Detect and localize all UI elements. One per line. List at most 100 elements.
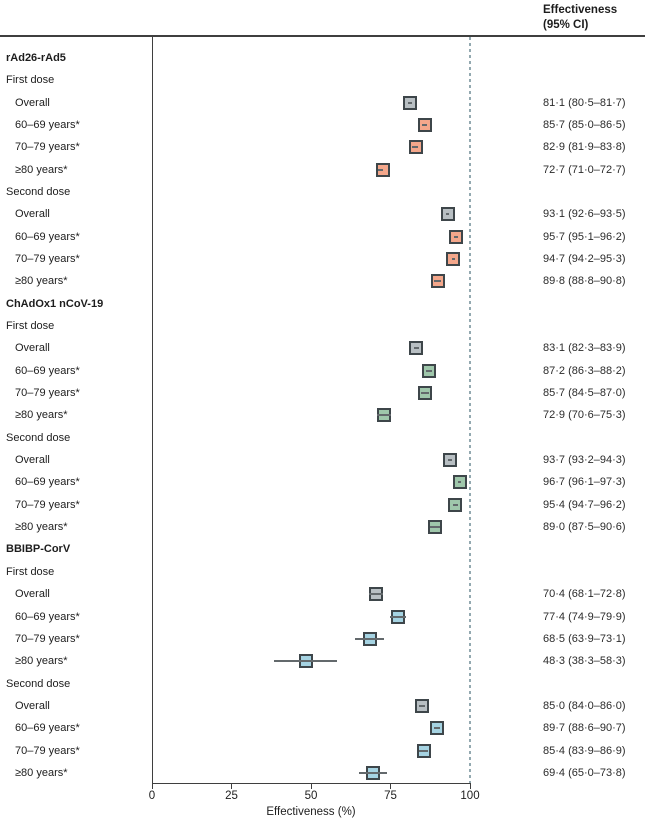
age-group-label: 70–79 years* <box>15 498 80 511</box>
age-group-label: 60–69 years* <box>15 476 80 489</box>
age-group-label: Overall <box>15 342 50 355</box>
effectiveness-ci-value: 69·4 (65·0–73·8) <box>543 766 626 779</box>
x-axis-label: Effectiveness (%) <box>266 806 356 818</box>
effectiveness-ci-value: 93·7 (93·2–94·3) <box>543 454 626 467</box>
confidence-interval-line <box>273 660 338 663</box>
age-group-label: 70–79 years* <box>15 253 80 266</box>
age-group-label: 70–79 years* <box>15 141 80 154</box>
effectiveness-ci-value: 81·1 (80·5–81·7) <box>543 96 626 109</box>
age-group-label: Overall <box>15 454 50 467</box>
effectiveness-ci-value: 87·2 (86·3–88·2) <box>543 364 626 377</box>
confidence-interval-line <box>412 146 419 149</box>
vaccine-group-label: ChAdOx1 nCoV-19 <box>6 297 104 310</box>
effectiveness-ci-value: 68·5 (63·9–73·1) <box>543 632 626 645</box>
vaccine-group-label: BBIBP-CorV <box>6 543 71 556</box>
effectiveness-ci-value: 85·7 (84·5–87·0) <box>543 387 626 400</box>
confidence-interval-line <box>451 258 456 261</box>
confidence-interval-line <box>413 347 419 350</box>
confidence-interval-line <box>376 414 392 417</box>
confidence-interval-line <box>358 771 387 774</box>
effectiveness-ci-value: 72·7 (71·0–72·7) <box>543 163 626 176</box>
x-axis-tick-mark <box>390 783 391 789</box>
x-axis-tick-label: 75 <box>384 790 397 802</box>
effectiveness-ci-value: 95·7 (95·1–96·2) <box>543 230 626 243</box>
age-group-label: 70–79 years* <box>15 632 80 645</box>
age-group-label: 70–79 years* <box>15 387 80 400</box>
top-rule <box>0 35 645 37</box>
confidence-interval-line <box>433 727 441 730</box>
age-group-label: ≥80 years* <box>15 521 68 534</box>
age-group-label: Overall <box>15 699 50 712</box>
dose-label: Second dose <box>6 186 71 199</box>
age-group-label: Overall <box>15 96 50 109</box>
x-axis-tick-mark <box>469 783 471 789</box>
effectiveness-ci-value: 85·0 (84·0–86·0) <box>543 699 626 712</box>
confidence-interval-line <box>407 101 412 104</box>
effectiveness-ci-value: 48·3 (38·3–58·3) <box>543 655 626 668</box>
reference-line-100 <box>469 37 471 783</box>
dose-label: Second dose <box>6 677 71 690</box>
confidence-interval-line <box>446 213 450 216</box>
age-group-label: Overall <box>15 208 50 221</box>
confidence-interval-line <box>355 637 385 640</box>
confidence-interval-line <box>426 369 433 372</box>
age-group-label: ≥80 years* <box>15 275 68 288</box>
age-group-label: 60–69 years* <box>15 119 80 132</box>
effectiveness-column-header-line1: Effectiveness <box>543 4 618 16</box>
dose-label: First dose <box>6 320 55 333</box>
effectiveness-ci-value: 85·4 (83·9–86·9) <box>543 744 626 757</box>
effectiveness-column-header-line2: (95% CI) <box>543 19 589 31</box>
confidence-interval-line <box>448 459 452 462</box>
effectiveness-ci-value: 70·4 (68·1–72·8) <box>543 588 626 601</box>
age-group-label: 70–79 years* <box>15 744 80 757</box>
age-group-label: ≥80 years* <box>15 163 68 176</box>
confidence-interval-line <box>454 235 458 238</box>
effectiveness-ci-value: 89·7 (88·6–90·7) <box>543 722 626 735</box>
dose-label: Second dose <box>6 431 71 444</box>
effectiveness-ci-value: 95·4 (94·7–96·2) <box>543 498 626 511</box>
confidence-interval-line <box>430 526 441 529</box>
x-axis-line <box>152 783 471 784</box>
effectiveness-ci-value: 82·9 (81·9–83·8) <box>543 141 626 154</box>
dose-label: First dose <box>6 74 55 87</box>
age-group-label: ≥80 years* <box>15 655 68 668</box>
effectiveness-ci-value: 93·1 (92·6–93·5) <box>543 208 626 221</box>
vaccine-group-label: rAd26-rAd5 <box>6 52 66 64</box>
age-group-label: 60–69 years* <box>15 230 80 243</box>
age-group-label: Overall <box>15 588 50 601</box>
confidence-interval-line <box>390 615 407 618</box>
x-axis-tick-mark <box>151 783 153 789</box>
effectiveness-ci-value: 85·7 (85·0–86·5) <box>543 119 626 132</box>
confidence-interval-line <box>418 749 429 752</box>
confidence-interval-line <box>420 392 429 395</box>
x-axis-tick-label: 100 <box>460 790 480 802</box>
age-group-label: 60–69 years* <box>15 610 80 623</box>
effectiveness-ci-value: 89·0 (87·5–90·6) <box>543 521 626 534</box>
confidence-interval-line <box>419 704 426 707</box>
age-group-label: 60–69 years* <box>15 722 80 735</box>
x-axis-tick-mark <box>310 783 312 789</box>
confidence-interval-line <box>368 593 384 596</box>
confidence-interval-line <box>457 481 462 484</box>
age-group-label: ≥80 years* <box>15 409 68 422</box>
x-axis-tick-mark <box>231 783 232 789</box>
effectiveness-ci-value: 83·1 (82·3–83·9) <box>543 342 626 355</box>
effectiveness-ci-value: 96·7 (96·1–97·3) <box>543 476 626 489</box>
age-group-label: ≥80 years* <box>15 766 68 779</box>
confidence-interval-line <box>453 503 458 506</box>
confidence-interval-line <box>434 280 441 283</box>
age-group-label: 60–69 years* <box>15 364 80 377</box>
y-axis-spine <box>152 37 153 783</box>
dose-label: First dose <box>6 565 55 578</box>
effectiveness-ci-value: 94·7 (94·2–95·3) <box>543 253 626 266</box>
confidence-interval-line <box>422 124 428 127</box>
x-axis-tick-label: 50 <box>304 790 318 802</box>
forest-point-estimate-box <box>376 162 391 177</box>
x-axis-tick-label: 0 <box>148 790 156 802</box>
confidence-interval-line <box>377 168 384 171</box>
effectiveness-ci-value: 89·8 (88·8–90·8) <box>543 275 626 288</box>
effectiveness-ci-value: 77·4 (74·9–79·9) <box>543 610 626 623</box>
effectiveness-ci-value: 72·9 (70·6–75·3) <box>543 409 626 422</box>
x-axis-tick-label: 25 <box>225 790 238 802</box>
